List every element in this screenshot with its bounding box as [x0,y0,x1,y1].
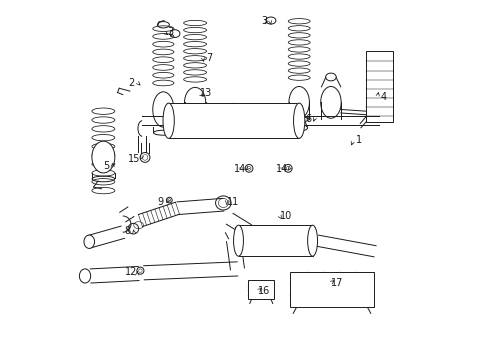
Bar [238,225,312,256]
Text: 14: 14 [234,165,246,174]
Text: 2: 2 [128,78,135,88]
Text: 1: 1 [356,135,362,145]
Ellipse shape [307,225,317,256]
Ellipse shape [215,196,231,210]
Text: 9: 9 [157,197,163,207]
Text: 17: 17 [330,278,343,288]
Ellipse shape [288,86,309,118]
Ellipse shape [84,235,94,248]
Bar [289,272,374,307]
Bar [291,274,371,305]
Text: 8: 8 [124,226,130,236]
Text: 3: 3 [260,16,266,26]
Text: 5: 5 [103,161,109,171]
Text: 13: 13 [199,87,211,98]
Text: 4: 4 [380,92,386,102]
Text: 3: 3 [167,27,173,37]
Text: 6: 6 [305,114,310,124]
Ellipse shape [233,225,243,256]
Ellipse shape [163,103,174,138]
Text: 16: 16 [258,286,270,296]
Bar [366,51,392,122]
Ellipse shape [293,103,304,138]
Ellipse shape [184,87,205,117]
Ellipse shape [152,92,174,127]
Text: 10: 10 [280,211,292,221]
Text: 15: 15 [128,154,141,164]
Text: 12: 12 [124,267,137,277]
Bar [247,280,274,299]
Ellipse shape [320,86,341,118]
Bar [168,103,299,138]
Ellipse shape [79,269,90,283]
Text: 14: 14 [275,165,287,174]
Text: 11: 11 [226,197,239,207]
Text: 7: 7 [205,53,212,63]
Ellipse shape [92,141,115,173]
